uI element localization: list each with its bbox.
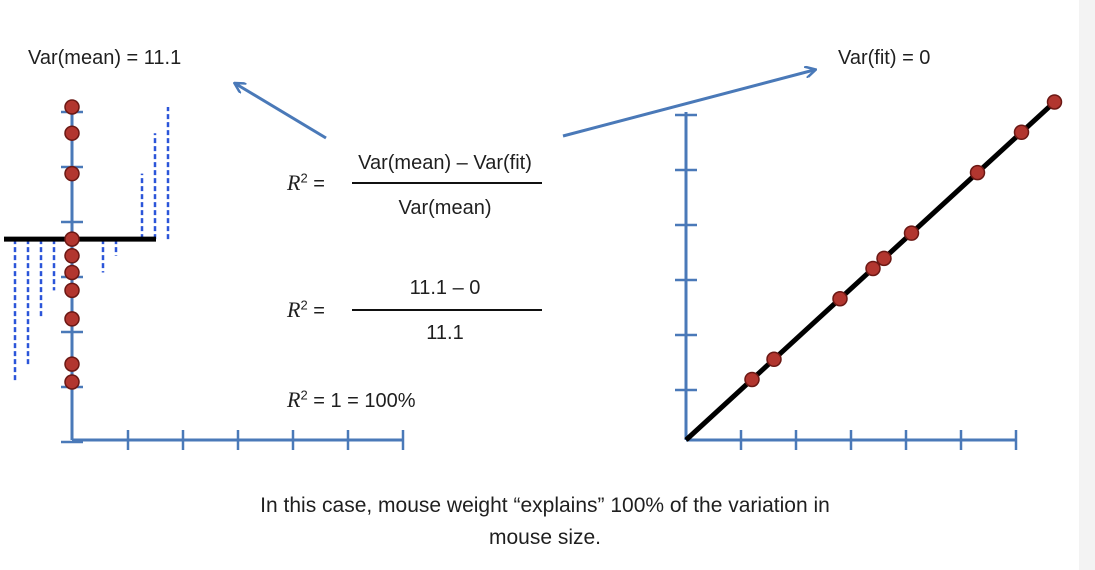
- data-point: [1013, 124, 1030, 141]
- left-plot: [4, 99, 405, 450]
- data-point: [1046, 94, 1063, 110]
- caption: In this case, mouse weight “explains” 10…: [150, 490, 940, 554]
- data-point: [64, 311, 80, 327]
- data-point: [903, 225, 920, 241]
- data-point: [64, 248, 80, 264]
- equals-sign: =: [307, 300, 325, 322]
- data-point: [969, 164, 986, 181]
- formula-numerator: Var(mean) – Var(fit): [358, 152, 532, 174]
- data-point: [766, 351, 782, 368]
- r-symbol: R: [287, 387, 301, 412]
- r-symbol: R: [287, 297, 301, 322]
- data-point: [64, 374, 80, 390]
- data-point: [64, 356, 80, 372]
- r-superscript: 2: [300, 387, 308, 403]
- data-point: [64, 99, 80, 115]
- value-numerator: 11.1 – 0: [409, 277, 481, 299]
- caption-line-2: mouse size.: [488, 526, 602, 549]
- equals-sign: =: [307, 173, 325, 195]
- r-symbol: R: [287, 170, 301, 195]
- data-point: [865, 260, 881, 277]
- equation-1-lhs: R2 =: [287, 170, 325, 196]
- data-point: [64, 125, 80, 141]
- data-point: [744, 371, 760, 388]
- fraction-bar-2: [352, 309, 542, 311]
- result-text: = 1 = 100%: [307, 390, 416, 412]
- data-point: [64, 264, 80, 281]
- value-denominator: 11.1: [426, 322, 464, 344]
- arrow-to-var-mean: [236, 84, 327, 140]
- equation-3: R2 = 1 = 100%: [287, 387, 416, 413]
- formula-denominator: Var(mean): [398, 197, 492, 219]
- caption-line-1: In this case, mouse weight “explains” 10…: [260, 494, 830, 517]
- var-mean-label: Var(mean) = 11.1: [28, 47, 182, 69]
- fraction-bar-1: [352, 182, 542, 184]
- arrow-to-var-fit: [562, 70, 814, 138]
- equation-2-lhs: R2 =: [287, 297, 325, 323]
- var-fit-label: Var(fit) = 0: [838, 47, 931, 69]
- data-point: [64, 282, 80, 299]
- data-point: [64, 231, 80, 247]
- right-plot: [675, 94, 1063, 450]
- data-point: [832, 290, 848, 307]
- data-point: [876, 250, 892, 267]
- r-superscript: 2: [300, 297, 308, 313]
- data-point: [64, 165, 80, 182]
- r-superscript: 2: [300, 170, 308, 186]
- right-gutter: [1079, 0, 1095, 570]
